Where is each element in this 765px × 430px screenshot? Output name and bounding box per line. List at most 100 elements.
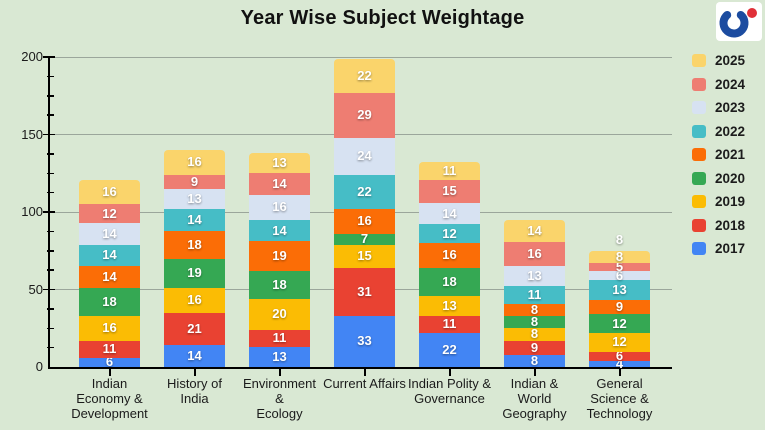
legend-swatch xyxy=(692,54,706,68)
bar-segment[interactable]: 16 xyxy=(334,208,395,234)
legend-item-2021[interactable]: 2021 xyxy=(692,147,745,162)
y-axis-major-tick xyxy=(43,211,55,213)
bar-segment[interactable]: 13 xyxy=(249,153,310,174)
bar-segment[interactable]: 16 xyxy=(249,195,310,220)
bar-segment-label: 11 xyxy=(527,286,542,302)
bar-segment-label: 6 xyxy=(615,267,624,283)
bar-segment[interactable]: 24 xyxy=(334,137,395,175)
bar-segment[interactable]: 11 xyxy=(79,340,140,358)
bar-segment[interactable]: 11 xyxy=(419,315,480,333)
bar-segment[interactable]: 14 xyxy=(249,219,310,242)
x-category-label-line: Technology xyxy=(586,406,653,421)
legend-swatch xyxy=(692,148,706,162)
bar-segment[interactable]: 14 xyxy=(79,266,140,288)
legend-item-2023[interactable]: 2023 xyxy=(692,100,745,115)
legend-item-2024[interactable]: 2024 xyxy=(692,77,745,92)
bar-segment[interactable]: 18 xyxy=(79,287,140,316)
bar-segment[interactable]: 7 xyxy=(334,232,395,245)
bar-segment[interactable]: 22 xyxy=(334,58,395,93)
chart-title: Year Wise Subject Weightage xyxy=(240,7,525,29)
y-tick-label: 150 xyxy=(21,126,43,142)
bar-segment[interactable]: 20 xyxy=(249,298,310,330)
x-category-label-line: Indian & World xyxy=(510,376,559,406)
bar-segment[interactable]: 8 xyxy=(504,303,565,316)
legend-item-2020[interactable]: 2020 xyxy=(692,171,745,186)
bar-segment[interactable]: 6 xyxy=(79,354,140,370)
bar-segment-label: 8 xyxy=(615,231,624,247)
bar-segment[interactable]: 13 xyxy=(504,266,565,287)
legend-item-2022[interactable]: 2022 xyxy=(692,124,745,139)
bar-segment-label: 16 xyxy=(187,292,202,308)
bar-segment[interactable]: 11 xyxy=(504,286,565,304)
x-axis-tick xyxy=(278,368,281,376)
bar-segment[interactable]: 14 xyxy=(504,219,565,242)
bar-segment[interactable]: 18 xyxy=(249,270,310,299)
bar-segment[interactable]: 14 xyxy=(164,208,225,231)
bar-segment-label: 13 xyxy=(442,297,457,313)
legend-item-2017[interactable]: 2017 xyxy=(692,241,745,256)
bar-segment[interactable]: 14 xyxy=(164,345,225,367)
legend-swatch xyxy=(692,77,706,91)
bar-segment[interactable]: 14 xyxy=(419,202,480,225)
bar-segment[interactable]: 16 xyxy=(504,241,565,267)
bar-segment[interactable]: 12 xyxy=(589,314,650,333)
bar-segment[interactable]: 29 xyxy=(334,92,395,138)
legend-item-2018[interactable]: 2018 xyxy=(692,218,745,233)
x-category-label-line: Development xyxy=(71,406,148,421)
bar-segment[interactable]: 6 xyxy=(589,267,650,283)
bar-segment[interactable]: 9 xyxy=(164,175,225,189)
bar-segment[interactable]: 21 xyxy=(164,312,225,346)
bar-segment[interactable]: 22 xyxy=(419,332,480,367)
bar-segment[interactable]: 13 xyxy=(419,295,480,316)
bar-segment-label: 22 xyxy=(357,183,372,199)
bar-segment[interactable]: 15 xyxy=(334,244,395,268)
bar-segment[interactable]: 8 xyxy=(504,314,565,330)
x-category-label: General Science & Technology xyxy=(577,376,662,421)
bar-segment[interactable]: 4 xyxy=(589,357,650,370)
x-axis-tick xyxy=(193,368,196,376)
bar-segment[interactable]: 18 xyxy=(164,230,225,259)
legend-item-2019[interactable]: 2019 xyxy=(692,194,745,209)
bar-segment[interactable]: 16 xyxy=(164,150,225,175)
y-axis-major-tick xyxy=(43,56,55,58)
bar-segment[interactable]: 8 xyxy=(504,327,565,341)
bar-segment[interactable]: 22 xyxy=(334,174,395,209)
bar-segment[interactable]: 14 xyxy=(79,222,140,245)
bar-segment[interactable]: 13 xyxy=(249,346,310,367)
bar-segment[interactable]: 16 xyxy=(79,315,140,341)
bar-segment-label: 18 xyxy=(187,236,202,252)
bar-segment[interactable]: 11 xyxy=(249,329,310,347)
bar-segment[interactable]: 15 xyxy=(419,179,480,203)
bar-segment[interactable]: 11 xyxy=(419,162,480,180)
bar-segment[interactable]: 16 xyxy=(419,243,480,268)
legend-item-2025[interactable]: 2025 xyxy=(692,53,745,68)
bar-segment[interactable]: 18 xyxy=(419,267,480,296)
bar-segment[interactable]: 9 xyxy=(589,300,650,315)
bar-segment[interactable]: 14 xyxy=(249,173,310,195)
bar-segment[interactable]: 12 xyxy=(79,204,140,223)
logo-dot xyxy=(747,8,757,18)
bar-segment-label: 8 xyxy=(530,314,539,330)
bar-segment[interactable]: 19 xyxy=(249,241,310,271)
bar-segment[interactable]: 9 xyxy=(504,341,565,355)
bar-segment[interactable]: 13 xyxy=(589,280,650,301)
bar-stack: 8 9 8 8 8 11 13 16 14 xyxy=(504,219,565,367)
bar-segment[interactable]: 14 xyxy=(79,244,140,267)
bar-segment[interactable]: 31 xyxy=(334,267,395,316)
bar-segment[interactable]: 5 xyxy=(589,260,650,273)
bar-segment[interactable]: 13 xyxy=(164,188,225,209)
bar-segment-label: 6 xyxy=(105,354,114,370)
x-axis-tick xyxy=(363,368,366,376)
bar-segment-label: 18 xyxy=(442,273,457,289)
y-axis-minor-tick xyxy=(47,327,54,329)
bar-segment[interactable]: 8 xyxy=(504,354,565,367)
bar-segment[interactable]: 6 xyxy=(589,349,650,362)
bar-segment[interactable]: 33 xyxy=(334,315,395,367)
bar-segment[interactable]: 19 xyxy=(164,258,225,288)
bar-segment[interactable]: 8 xyxy=(589,250,650,264)
bar-segment[interactable]: 12 xyxy=(589,332,650,352)
bar-segment[interactable]: 16 xyxy=(79,179,140,205)
bar-segment[interactable]: 12 xyxy=(419,224,480,244)
bar-segment[interactable]: 16 xyxy=(164,287,225,313)
legend-swatch xyxy=(692,242,706,256)
